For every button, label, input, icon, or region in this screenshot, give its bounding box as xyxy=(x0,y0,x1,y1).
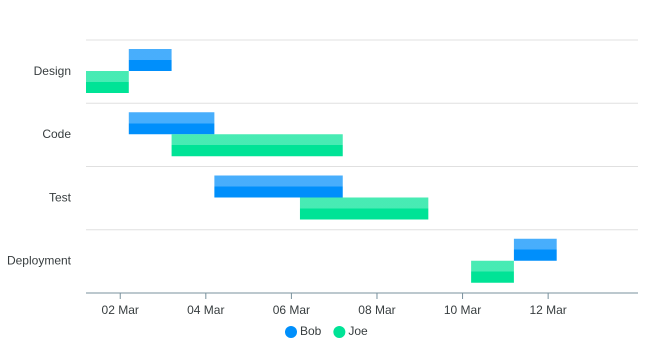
bar xyxy=(128,49,172,71)
x-tick-label: 08 Mar xyxy=(358,303,395,317)
legend-marker xyxy=(285,326,297,338)
legend-marker xyxy=(333,326,346,338)
bar xyxy=(471,260,514,283)
x-tick-label: 04 Mar xyxy=(187,303,224,317)
legend-label: Joe xyxy=(348,324,368,338)
x-tick-label: 12 Mar xyxy=(529,303,566,317)
bar xyxy=(128,112,215,135)
y-tick-label: Design xyxy=(34,64,71,78)
x-tick-label: 10 Mar xyxy=(444,303,481,317)
y-tick-label: Test xyxy=(49,190,72,204)
bar xyxy=(214,175,343,198)
y-tick-label: Code xyxy=(42,127,71,141)
bar xyxy=(513,238,557,261)
x-tick-label: 02 Mar xyxy=(102,303,139,317)
legend-label: Bob xyxy=(300,324,322,338)
bar xyxy=(86,71,129,93)
bar xyxy=(171,134,343,157)
y-tick-label: Deployment xyxy=(7,254,72,268)
x-tick-label: 06 Mar xyxy=(273,303,310,317)
bar xyxy=(299,197,429,220)
